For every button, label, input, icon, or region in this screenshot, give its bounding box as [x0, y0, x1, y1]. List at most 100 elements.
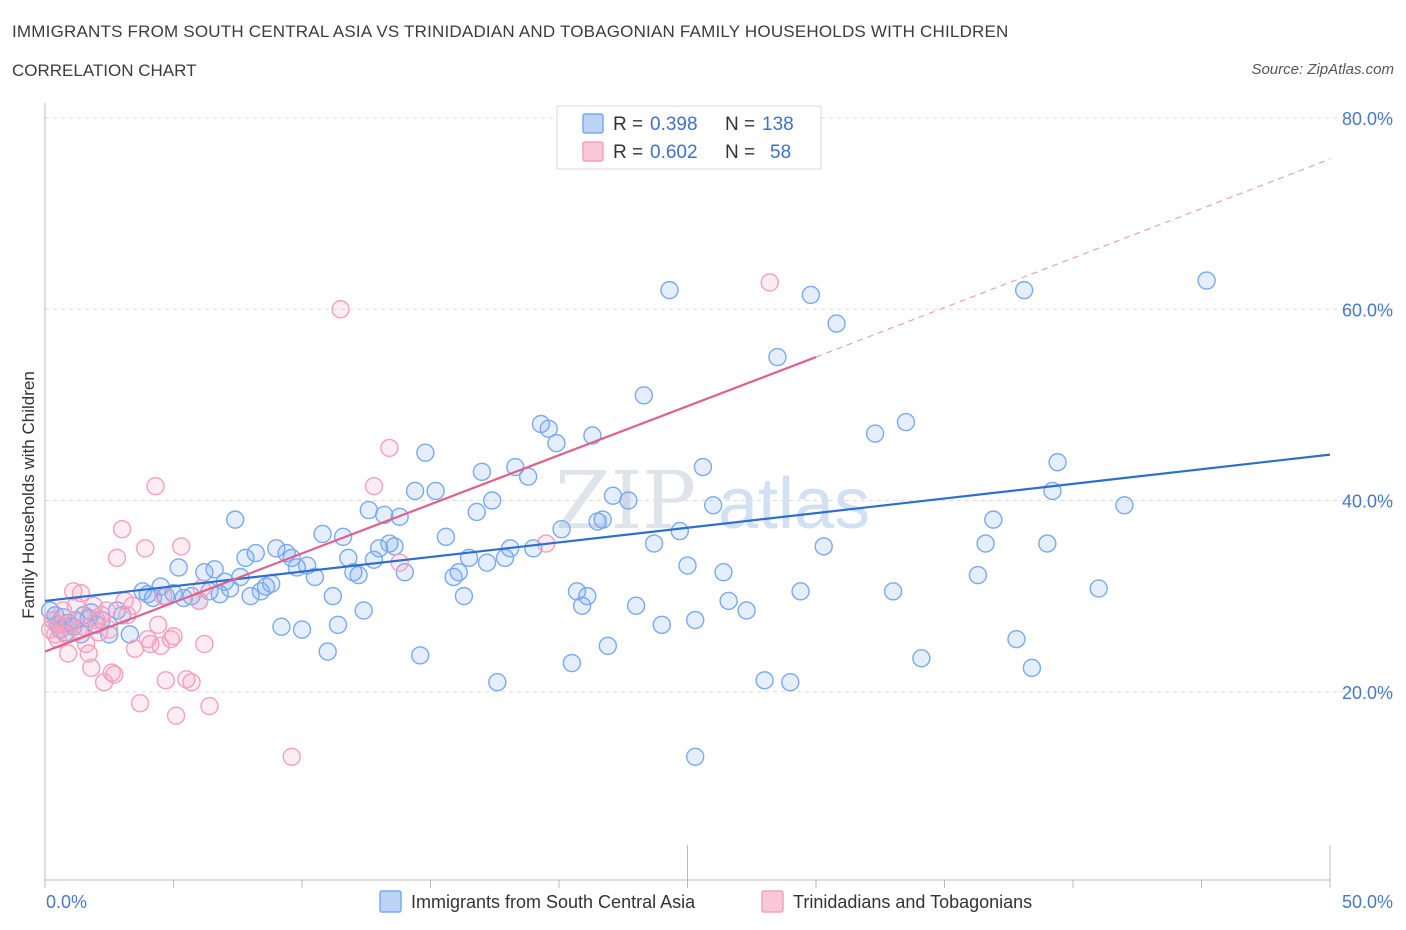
point-trinidadian — [161, 629, 181, 649]
point-trinidadian — [82, 658, 101, 678]
point-trinidadian — [146, 476, 165, 496]
point-south-central-asia — [120, 625, 140, 644]
legend-swatch-pink — [761, 890, 784, 913]
point-south-central-asia — [768, 347, 787, 367]
point-trinidadian — [156, 671, 175, 690]
point-south-central-asia — [578, 586, 597, 606]
watermark-zip: ZIP — [555, 454, 696, 547]
point-south-central-asia — [369, 539, 389, 558]
point-south-central-asia — [686, 747, 705, 766]
point-south-central-asia — [261, 574, 281, 593]
point-trinidadian — [331, 300, 350, 319]
point-south-central-asia — [405, 481, 425, 501]
legend-swatch-blue — [582, 113, 604, 134]
point-south-central-asia — [472, 462, 492, 482]
trend-line-trinidadian — [44, 356, 817, 653]
point-south-central-asia — [547, 433, 566, 453]
legend-swatch-blue — [379, 890, 402, 913]
point-trinidadian — [364, 476, 384, 496]
series-south-central-asia — [40, 271, 1216, 766]
point-south-central-asia — [719, 591, 738, 611]
point-south-central-asia — [801, 285, 821, 305]
point-south-central-asia — [619, 491, 638, 510]
point-south-central-asia — [318, 642, 337, 661]
point-south-central-asia — [426, 481, 445, 501]
point-south-central-asia — [968, 565, 988, 585]
point-trinidadian — [154, 586, 173, 606]
chart-subtitle: CORRELATION CHART — [12, 61, 197, 80]
point-trinidadian — [79, 644, 98, 663]
legend-r-label: R = — [613, 114, 643, 135]
point-south-central-asia — [552, 519, 571, 539]
point-trinidadian — [177, 670, 196, 689]
point-south-central-asia — [313, 524, 332, 544]
point-south-central-asia — [380, 534, 399, 553]
point-trinidadian — [107, 548, 127, 568]
point-south-central-asia — [169, 558, 188, 577]
point-trinidadian — [166, 706, 186, 725]
point-south-central-asia — [272, 617, 291, 636]
y-tick-label: 80.0% — [1342, 109, 1393, 129]
point-south-central-asia — [411, 646, 430, 665]
legend-series-label: Immigrants from South Central Asia — [411, 892, 696, 912]
point-south-central-asia — [593, 510, 612, 529]
point-south-central-asia — [644, 534, 664, 553]
point-south-central-asia — [1048, 453, 1067, 472]
point-south-central-asia — [449, 563, 468, 582]
point-south-central-asia — [241, 586, 260, 606]
point-south-central-asia — [737, 601, 756, 620]
point-south-central-asia — [323, 586, 343, 606]
point-south-central-asia — [1197, 271, 1216, 290]
point-south-central-asia — [328, 615, 348, 635]
point-south-central-asia — [714, 563, 733, 582]
point-trinidadian — [123, 596, 142, 615]
point-south-central-asia — [1022, 658, 1042, 678]
point-south-central-asia — [634, 386, 654, 405]
point-south-central-asia — [704, 496, 723, 515]
gridlines — [45, 117, 1395, 693]
point-south-central-asia — [626, 596, 646, 615]
y-tick-label: 60.0% — [1342, 300, 1393, 320]
point-south-central-asia — [267, 539, 286, 558]
point-south-central-asia — [518, 467, 538, 486]
point-south-central-asia — [791, 582, 810, 601]
point-south-central-asia — [205, 560, 224, 579]
point-trinidadian — [200, 696, 219, 716]
point-south-central-asia — [567, 582, 587, 601]
point-south-central-asia — [1007, 629, 1026, 649]
point-south-central-asia — [1115, 496, 1134, 515]
point-south-central-asia — [660, 280, 679, 300]
y-axis-label: Family Households with Children — [19, 371, 38, 619]
point-south-central-asia — [984, 510, 1003, 529]
point-trinidadian — [195, 634, 214, 654]
chart-title: IMMIGRANTS FROM SOUTH CENTRAL ASIA VS TR… — [12, 22, 1009, 41]
point-south-central-asia — [305, 567, 325, 587]
point-south-central-asia — [385, 537, 404, 556]
point-south-central-asia — [467, 502, 486, 522]
point-trinidadian — [97, 601, 116, 620]
point-south-central-asia — [976, 534, 995, 553]
legend-n-label: N = — [725, 114, 755, 135]
point-south-central-asia — [436, 527, 456, 547]
point-trinidadian — [282, 747, 301, 766]
point-south-central-asia — [678, 556, 697, 575]
y-tick-label: 20.0% — [1342, 683, 1393, 703]
x-tick-label-min: 0.0% — [46, 892, 87, 912]
watermark: ZIP atlas — [555, 454, 870, 547]
y-tick-label: 40.0% — [1342, 492, 1393, 512]
axes — [44, 103, 1331, 888]
trend-lines — [44, 158, 1331, 653]
point-south-central-asia — [755, 671, 774, 690]
point-south-central-asia — [359, 500, 379, 520]
point-south-central-asia — [865, 424, 885, 443]
point-south-central-asia — [246, 543, 265, 563]
point-south-central-asia — [912, 649, 931, 668]
point-south-central-asia — [670, 521, 689, 541]
point-south-central-asia — [896, 412, 916, 432]
point-south-central-asia — [1014, 280, 1034, 300]
point-trinidadian — [51, 615, 70, 635]
y-tick-labels: 20.0% 40.0% 60.0% 80.0% — [1342, 109, 1393, 703]
point-south-central-asia — [827, 314, 846, 333]
point-south-central-asia — [454, 586, 474, 606]
